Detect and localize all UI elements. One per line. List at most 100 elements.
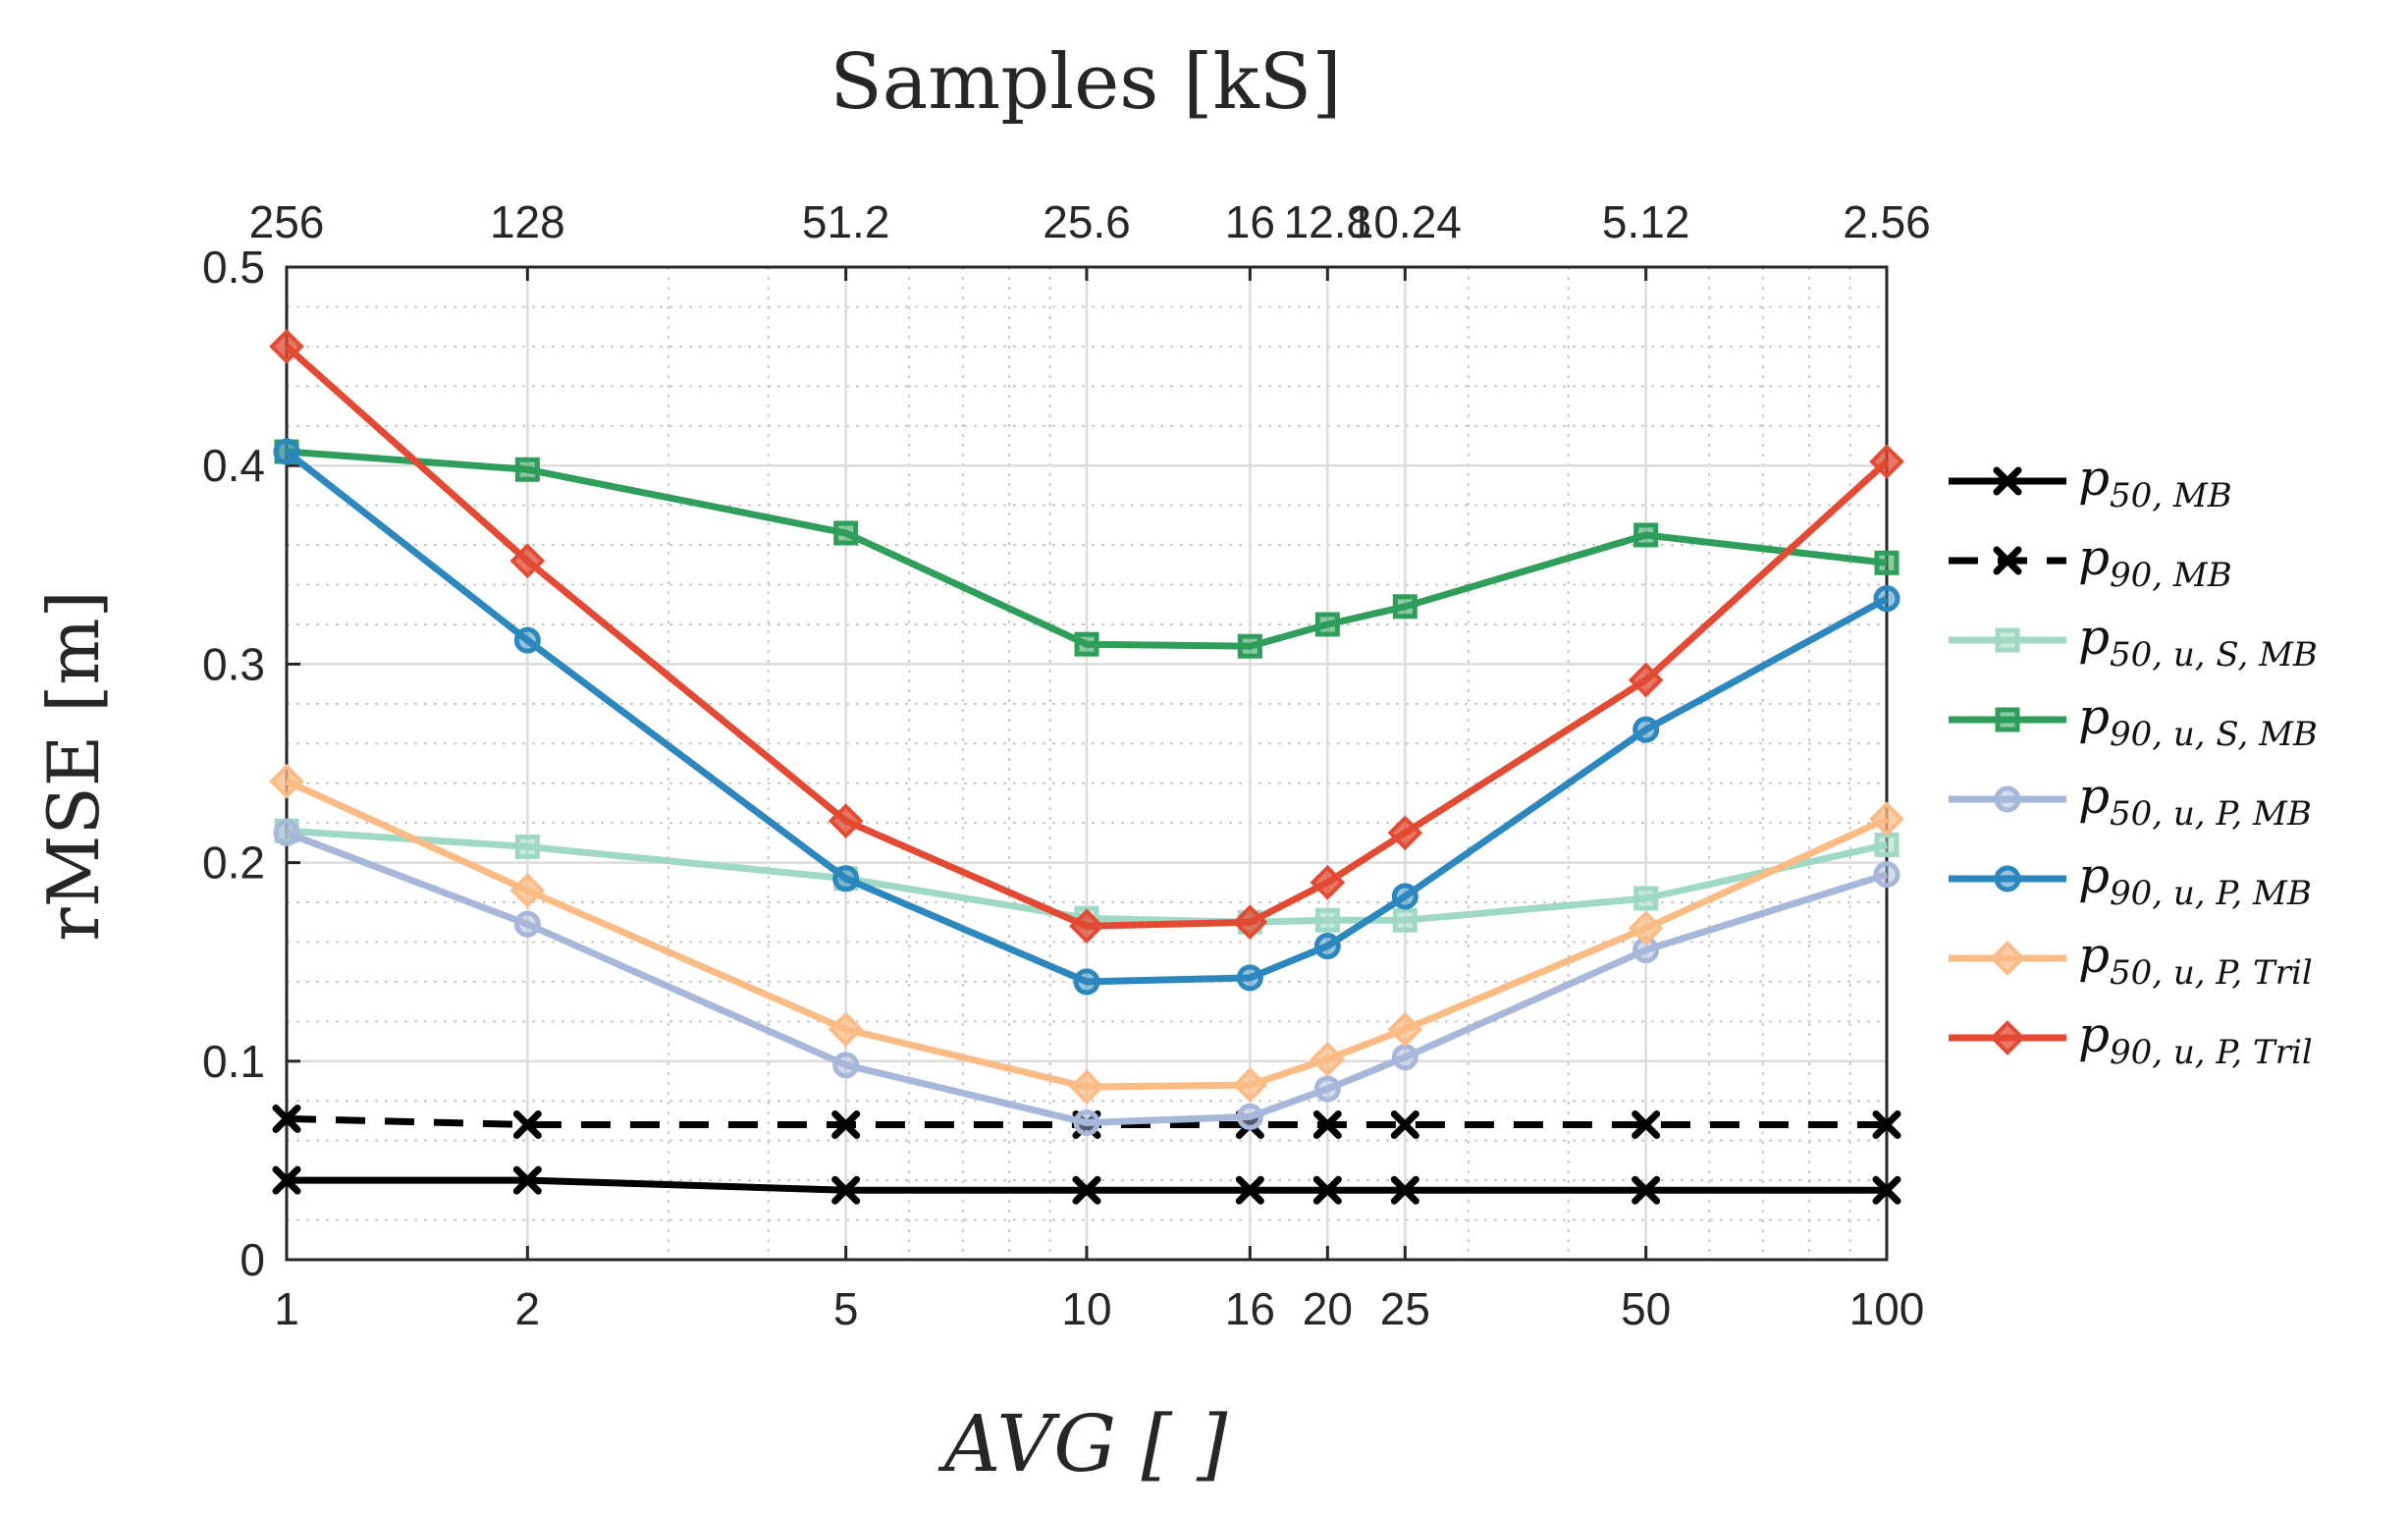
legend-marker xyxy=(1994,865,2021,892)
y-tick-label: 0.4 xyxy=(202,440,265,491)
legend-label: p50, u, S, MB xyxy=(2078,609,2318,675)
data-point xyxy=(832,865,860,892)
data-point xyxy=(1232,904,1268,941)
legend-marker xyxy=(1990,941,2025,976)
data-point xyxy=(831,1110,861,1139)
data-point xyxy=(272,1165,301,1195)
x-tick-label: 50 xyxy=(1621,1283,1671,1334)
y-tick-label: 0.2 xyxy=(202,838,265,889)
legend-marker xyxy=(1990,1020,2025,1055)
x-tick-label: 1 xyxy=(274,1283,299,1334)
tick-marks xyxy=(285,265,1889,1262)
data-point xyxy=(1869,444,1904,479)
series-p90-MB xyxy=(272,1104,1901,1139)
x-tick-label: 25 xyxy=(1380,1283,1430,1334)
data-point xyxy=(1314,612,1340,637)
data-point xyxy=(1236,964,1263,992)
data-point xyxy=(1632,1175,1661,1205)
x-tick-label: 16 xyxy=(1225,1283,1275,1334)
x-tick-label: 100 xyxy=(1849,1283,1925,1334)
legend-marker xyxy=(1993,466,2022,496)
legend-marker xyxy=(1995,707,2020,732)
data-point xyxy=(273,438,300,465)
y-tick-label: 0.5 xyxy=(202,242,265,293)
y-tick-label: 0.1 xyxy=(202,1036,265,1087)
data-point xyxy=(828,1011,864,1048)
y-tick-label: 0 xyxy=(240,1234,265,1285)
series-group xyxy=(269,329,1904,1205)
x-axis-title: AVG [ ] xyxy=(937,1398,1229,1489)
data-point xyxy=(513,910,541,938)
data-point xyxy=(514,834,540,859)
data-point xyxy=(1390,1110,1419,1139)
data-point xyxy=(1392,594,1418,620)
top-x-tick-label: 2.56 xyxy=(1843,196,1931,247)
data-point xyxy=(1232,1067,1268,1103)
data-point xyxy=(1633,522,1659,548)
data-point xyxy=(828,803,864,838)
data-point xyxy=(512,1110,542,1139)
top-x-tick-label: 5.12 xyxy=(1602,196,1690,247)
legend-marker xyxy=(1994,785,2021,813)
data-point xyxy=(512,1165,542,1195)
legend: p50, MB p90, MB p50, u, S, MB p90, u, S, MB… xyxy=(1949,450,2318,1072)
data-point xyxy=(1313,933,1341,960)
data-point xyxy=(1391,883,1418,910)
data-point xyxy=(269,329,304,364)
data-point xyxy=(1391,1044,1418,1071)
data-point xyxy=(1073,968,1100,996)
data-point xyxy=(833,520,859,546)
legend-entry: p90, u, P, Tril xyxy=(1949,1006,2313,1072)
data-point xyxy=(1633,886,1659,911)
series-p50-u-P-MB xyxy=(273,819,1900,1136)
data-point xyxy=(1872,1110,1901,1139)
legend-label: p90, MB xyxy=(2078,529,2232,595)
data-point xyxy=(1874,550,1900,575)
data-point xyxy=(1073,1108,1100,1136)
data-point xyxy=(1874,832,1900,857)
x-tick-label: 2 xyxy=(515,1283,541,1334)
legend-label: p90, u, P, MB xyxy=(2078,847,2312,913)
data-point xyxy=(1072,1175,1101,1205)
top-x-tick-label: 256 xyxy=(249,196,325,247)
legend-label: p90, u, P, Tril xyxy=(2078,1006,2313,1072)
legend-marker xyxy=(1993,546,2022,575)
series-p90-u-P-Tril xyxy=(269,329,1904,945)
data-point xyxy=(1313,1075,1341,1103)
x-tick-label: 5 xyxy=(833,1283,859,1334)
data-point xyxy=(269,763,304,799)
series-p50-MB xyxy=(272,1165,1901,1205)
data-point xyxy=(1314,907,1340,933)
data-point xyxy=(1869,801,1904,837)
legend-entry: p90, MB xyxy=(1949,529,2232,595)
data-point xyxy=(1236,1103,1263,1130)
data-point xyxy=(1390,1175,1419,1205)
data-point xyxy=(1872,1175,1901,1205)
data-point xyxy=(1069,908,1104,945)
top-x-tick-label: 16 xyxy=(1225,196,1275,247)
data-point xyxy=(1387,815,1423,851)
data-point xyxy=(1873,585,1900,613)
top-x-axis-title: Samples [kS] xyxy=(829,38,1341,127)
series-p50-u-P-Tril xyxy=(269,763,1904,1105)
legend-entry: p50, u, P, Tril xyxy=(1949,927,2313,993)
data-point xyxy=(1069,1069,1104,1105)
series-line xyxy=(286,1114,1887,1128)
legend-label: p50, u, P, MB xyxy=(2078,768,2312,834)
legend-label: p90, u, S, MB xyxy=(2078,688,2318,754)
x-tick-label: 20 xyxy=(1303,1283,1353,1334)
data-point xyxy=(272,1104,301,1133)
legend-marker xyxy=(1995,627,2020,653)
data-point xyxy=(1237,633,1262,659)
series-p90-u-P-MB xyxy=(273,438,1900,996)
data-point xyxy=(1312,1110,1342,1139)
legend-entry: p50, u, P, MB xyxy=(1949,768,2312,834)
top-x-tick-label: 25.6 xyxy=(1043,196,1131,247)
top-x-tick-label: 51.2 xyxy=(802,196,890,247)
data-point xyxy=(1632,716,1660,743)
data-point xyxy=(513,626,541,654)
data-point xyxy=(1392,907,1418,933)
